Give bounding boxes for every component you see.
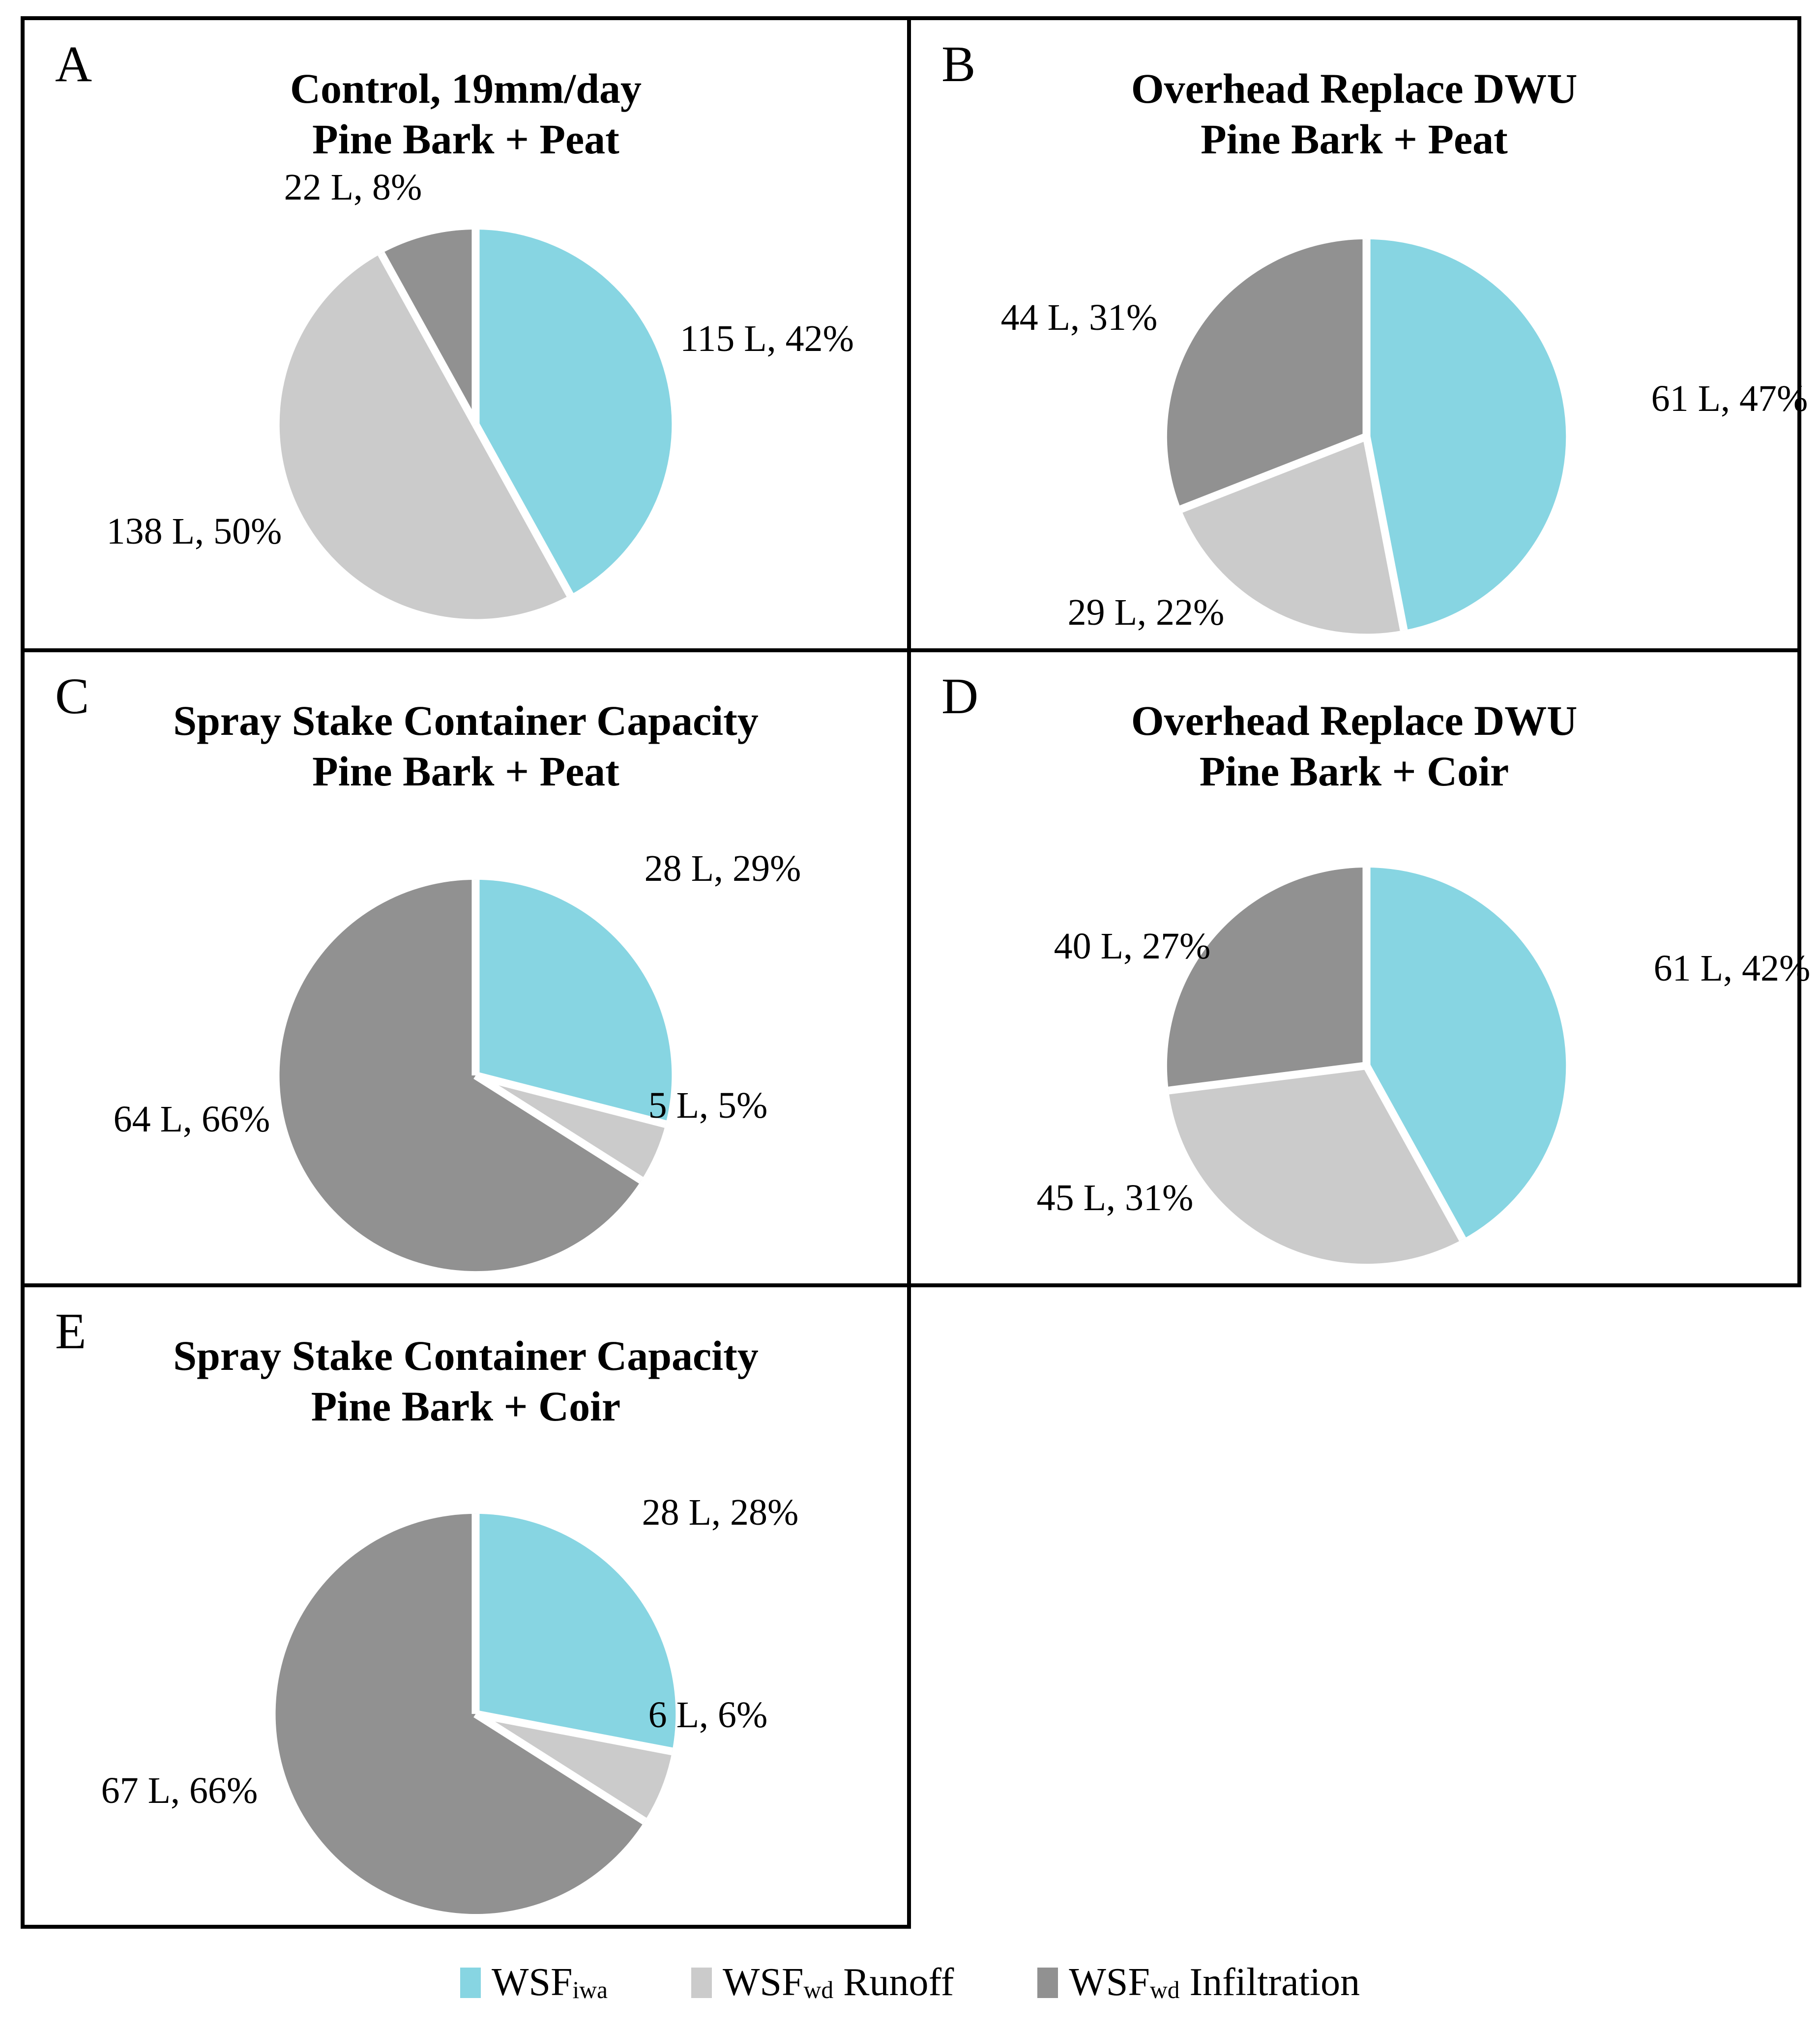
pie-slice-iwa	[475, 230, 672, 595]
panel-a-title-line1: Control, 19mm/day	[290, 65, 642, 112]
pie-slice-separator	[473, 1072, 644, 1184]
slice-label-runoff: 5 L, 5%	[648, 1085, 768, 1126]
panel-e-title: Spray Stake Container Capacity Pine Bark…	[25, 1331, 907, 1432]
panel-letter-a: A	[55, 36, 92, 92]
panel-b-title-line2: Pine Bark + Peat	[1201, 116, 1508, 163]
pie-chart-b	[1167, 239, 1566, 634]
pie-slice-separator	[1362, 435, 1408, 631]
legend-label-sub: iwa	[572, 1976, 608, 2003]
slice-label-runoff: 138 L, 50%	[106, 511, 282, 552]
pie-slice-infiltration	[275, 1513, 645, 1914]
slice-label-iwa: 28 L, 29%	[644, 848, 801, 889]
panel-a-title-line2: Pine Bark + Peat	[312, 116, 619, 163]
panel-b: B Overhead Replace DWU Pine Bark + Peat …	[907, 16, 1808, 652]
panel-a-title: Control, 19mm/day Pine Bark + Peat	[25, 63, 907, 165]
slice-label-iwa: 28 L, 28%	[642, 1492, 799, 1533]
pie-slice-separator	[474, 1710, 673, 1756]
pie-slice-runoff	[1169, 1066, 1463, 1264]
pie-slice-runoff	[1181, 436, 1404, 634]
legend-label-prefix: WSF	[1069, 1961, 1150, 2004]
panel-e-title-line2: Pine Bark + Coir	[311, 1383, 621, 1430]
panel-c: C Spray Stake Container Capacity Pine Ba…	[21, 648, 911, 1287]
panel-e: E Spray Stake Container Capacity Pine Ba…	[21, 1283, 911, 1929]
panel-c-title: Spray Stake Container Capacity Pine Bark…	[25, 696, 907, 797]
slice-label-infiltration: 67 L, 66%	[101, 1770, 258, 1811]
panel-c-title-line1: Spray Stake Container Capacity	[173, 697, 759, 744]
legend-item-infiltration: WSFwd Infiltration	[1037, 1960, 1360, 2005]
legend-swatch-infiltration-icon	[1037, 1967, 1058, 1998]
pie-chart-c	[279, 879, 672, 1272]
panel-letter-c: C	[55, 668, 89, 725]
legend-label-runoff: WSFwd Runoff	[723, 1960, 954, 2005]
pie-slice-runoff	[279, 254, 570, 619]
slice-label-runoff: 45 L, 31%	[1036, 1177, 1194, 1218]
legend-item-iwa: WSFiwa	[460, 1960, 608, 2005]
pie-slice-iwa	[475, 879, 672, 1124]
pie-slice-infiltration	[279, 879, 642, 1272]
panel-e-title-line1: Spray Stake Container Capacity	[173, 1332, 759, 1379]
legend-label-suffix: Infiltration	[1179, 1961, 1360, 2004]
pie-slice-iwa	[475, 1513, 676, 1752]
pie-chart-d	[1167, 867, 1566, 1264]
pie-slice-separator	[472, 422, 574, 597]
legend-label-suffix: Runoff	[833, 1961, 954, 2004]
panel-b-title-line1: Overhead Replace DWU	[1131, 65, 1578, 112]
pie-slice-iwa	[1366, 239, 1566, 631]
slice-label-runoff: 29 L, 22%	[1067, 592, 1225, 633]
slice-label-iwa: 61 L, 42%	[1653, 948, 1811, 989]
pie-slice-infiltration	[1167, 867, 1367, 1091]
panel-b-title: Overhead Replace DWU Pine Bark + Peat	[911, 63, 1797, 165]
slice-label-infiltration: 22 L, 8%	[284, 167, 422, 208]
legend-swatch-iwa-icon	[460, 1967, 481, 1998]
slice-label-iwa: 115 L, 42%	[680, 318, 854, 359]
pie-chart-a	[279, 230, 672, 619]
legend-label-iwa: WSFiwa	[492, 1960, 608, 2005]
legend-item-runoff: WSFwd Runoff	[691, 1960, 954, 2005]
slice-label-infiltration: 40 L, 27%	[1054, 926, 1211, 967]
slice-label-iwa: 61 L, 47%	[1651, 378, 1808, 419]
legend: WSFiwa WSFwd Runoff WSFwd Infiltration	[0, 1960, 1820, 2005]
pie-slice-separator	[1363, 1064, 1466, 1242]
pie-slice-separator	[473, 1710, 647, 1825]
panel-d-title-line2: Pine Bark + Coir	[1199, 748, 1509, 795]
panel-d-title: Overhead Replace DWU Pine Bark + Coir	[911, 696, 1797, 797]
pie-slice-separator	[1168, 1062, 1367, 1095]
panel-letter-b: B	[941, 36, 976, 92]
legend-label-prefix: WSF	[723, 1961, 804, 2004]
slice-label-runoff: 6 L, 6%	[648, 1694, 768, 1736]
pie-slice-infiltration	[1167, 239, 1367, 509]
panel-d-title-line1: Overhead Replace DWU	[1131, 697, 1578, 744]
pie-chart-e	[275, 1513, 676, 1914]
slice-label-infiltration: 64 L, 66%	[113, 1099, 270, 1140]
panel-c-title-line2: Pine Bark + Peat	[312, 748, 619, 795]
legend-label-sub: wd	[1149, 1976, 1180, 2003]
pie-slice-iwa	[1366, 867, 1566, 1240]
legend-label-sub: wd	[803, 1976, 834, 2003]
pie-slice-separator	[474, 1072, 667, 1128]
panel-d: D Overhead Replace DWU Pine Bark + Coir …	[907, 648, 1810, 1287]
slice-label-infiltration: 44 L, 31%	[1000, 297, 1158, 338]
pie-slice-separator	[1179, 433, 1368, 513]
legend-swatch-runoff-icon	[691, 1967, 712, 1998]
legend-label-infiltration: WSFwd Infiltration	[1069, 1960, 1360, 2005]
legend-label-prefix: WSF	[491, 1961, 573, 2004]
panel-letter-d: D	[941, 668, 979, 725]
panel-letter-e: E	[55, 1303, 87, 1360]
panel-a: A Control, 19mm/day Pine Bark + Peat 115…	[21, 16, 911, 652]
pie-slice-separator	[378, 252, 479, 427]
